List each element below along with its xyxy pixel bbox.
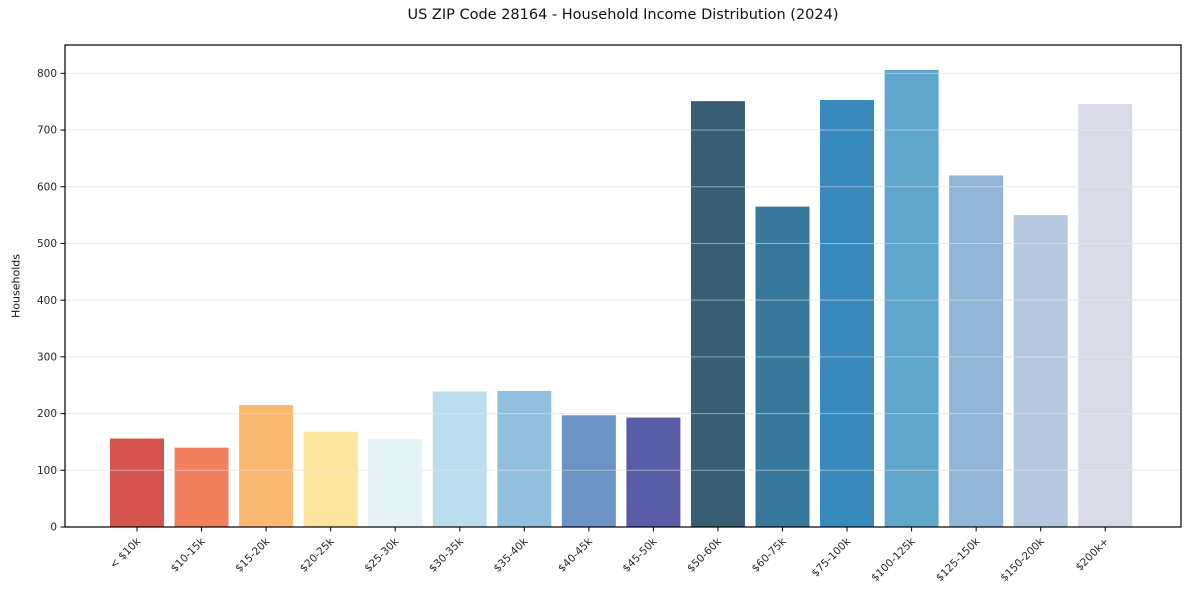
y-tick-label: 400 xyxy=(37,295,57,307)
plot-border xyxy=(64,44,1182,528)
x-tick-label: $125-150k xyxy=(934,535,983,584)
y-tick-label: 0 xyxy=(50,522,57,534)
y-tick-label: 500 xyxy=(37,238,57,250)
x-tick-label: $45-50k xyxy=(620,535,660,575)
bar xyxy=(432,391,487,527)
bar xyxy=(110,438,164,527)
x-tick-label: $200k+ xyxy=(1073,536,1111,574)
x-tick-label: < $10k xyxy=(108,535,144,571)
bar xyxy=(368,439,423,527)
bar xyxy=(690,101,745,527)
bar xyxy=(1013,215,1068,527)
y-tick-label: 600 xyxy=(37,181,57,193)
y-tick-label: 800 xyxy=(37,68,57,80)
bar xyxy=(820,100,875,528)
x-tick-label: $10-15k xyxy=(169,535,209,575)
x-tick-label: $30-35k xyxy=(427,535,467,575)
bar xyxy=(561,415,616,527)
y-tick-label: 100 xyxy=(37,465,57,477)
bar xyxy=(1078,103,1133,527)
x-tick-label: $75-100k xyxy=(809,535,853,579)
x-tick-label: $35-40k xyxy=(491,535,531,575)
y-axis-label: Households xyxy=(9,254,23,318)
x-tick-label: $20-25k xyxy=(298,535,338,575)
y-tick-label: 300 xyxy=(37,351,57,363)
bar xyxy=(239,405,294,527)
x-tick-label: $25-30k xyxy=(362,535,402,575)
y-tick-label: 700 xyxy=(37,125,57,137)
chart-title: US ZIP Code 28164 - Household Income Dis… xyxy=(407,7,839,23)
x-tick-label: $60-75k xyxy=(750,535,790,575)
bar xyxy=(884,69,939,527)
x-tick-label: $40-45k xyxy=(556,535,596,575)
bar xyxy=(174,447,229,527)
bar xyxy=(497,390,552,527)
x-tick-label: $15-20k xyxy=(233,535,273,575)
bar xyxy=(626,417,681,527)
y-tick-label: 200 xyxy=(37,408,57,420)
x-tick-label: $100-125k xyxy=(869,535,918,584)
bar xyxy=(949,175,1004,527)
x-tick-label: $150-200k xyxy=(998,535,1047,584)
bar xyxy=(755,206,810,528)
bar xyxy=(303,431,358,527)
x-tick-label: $50-60k xyxy=(685,535,725,575)
